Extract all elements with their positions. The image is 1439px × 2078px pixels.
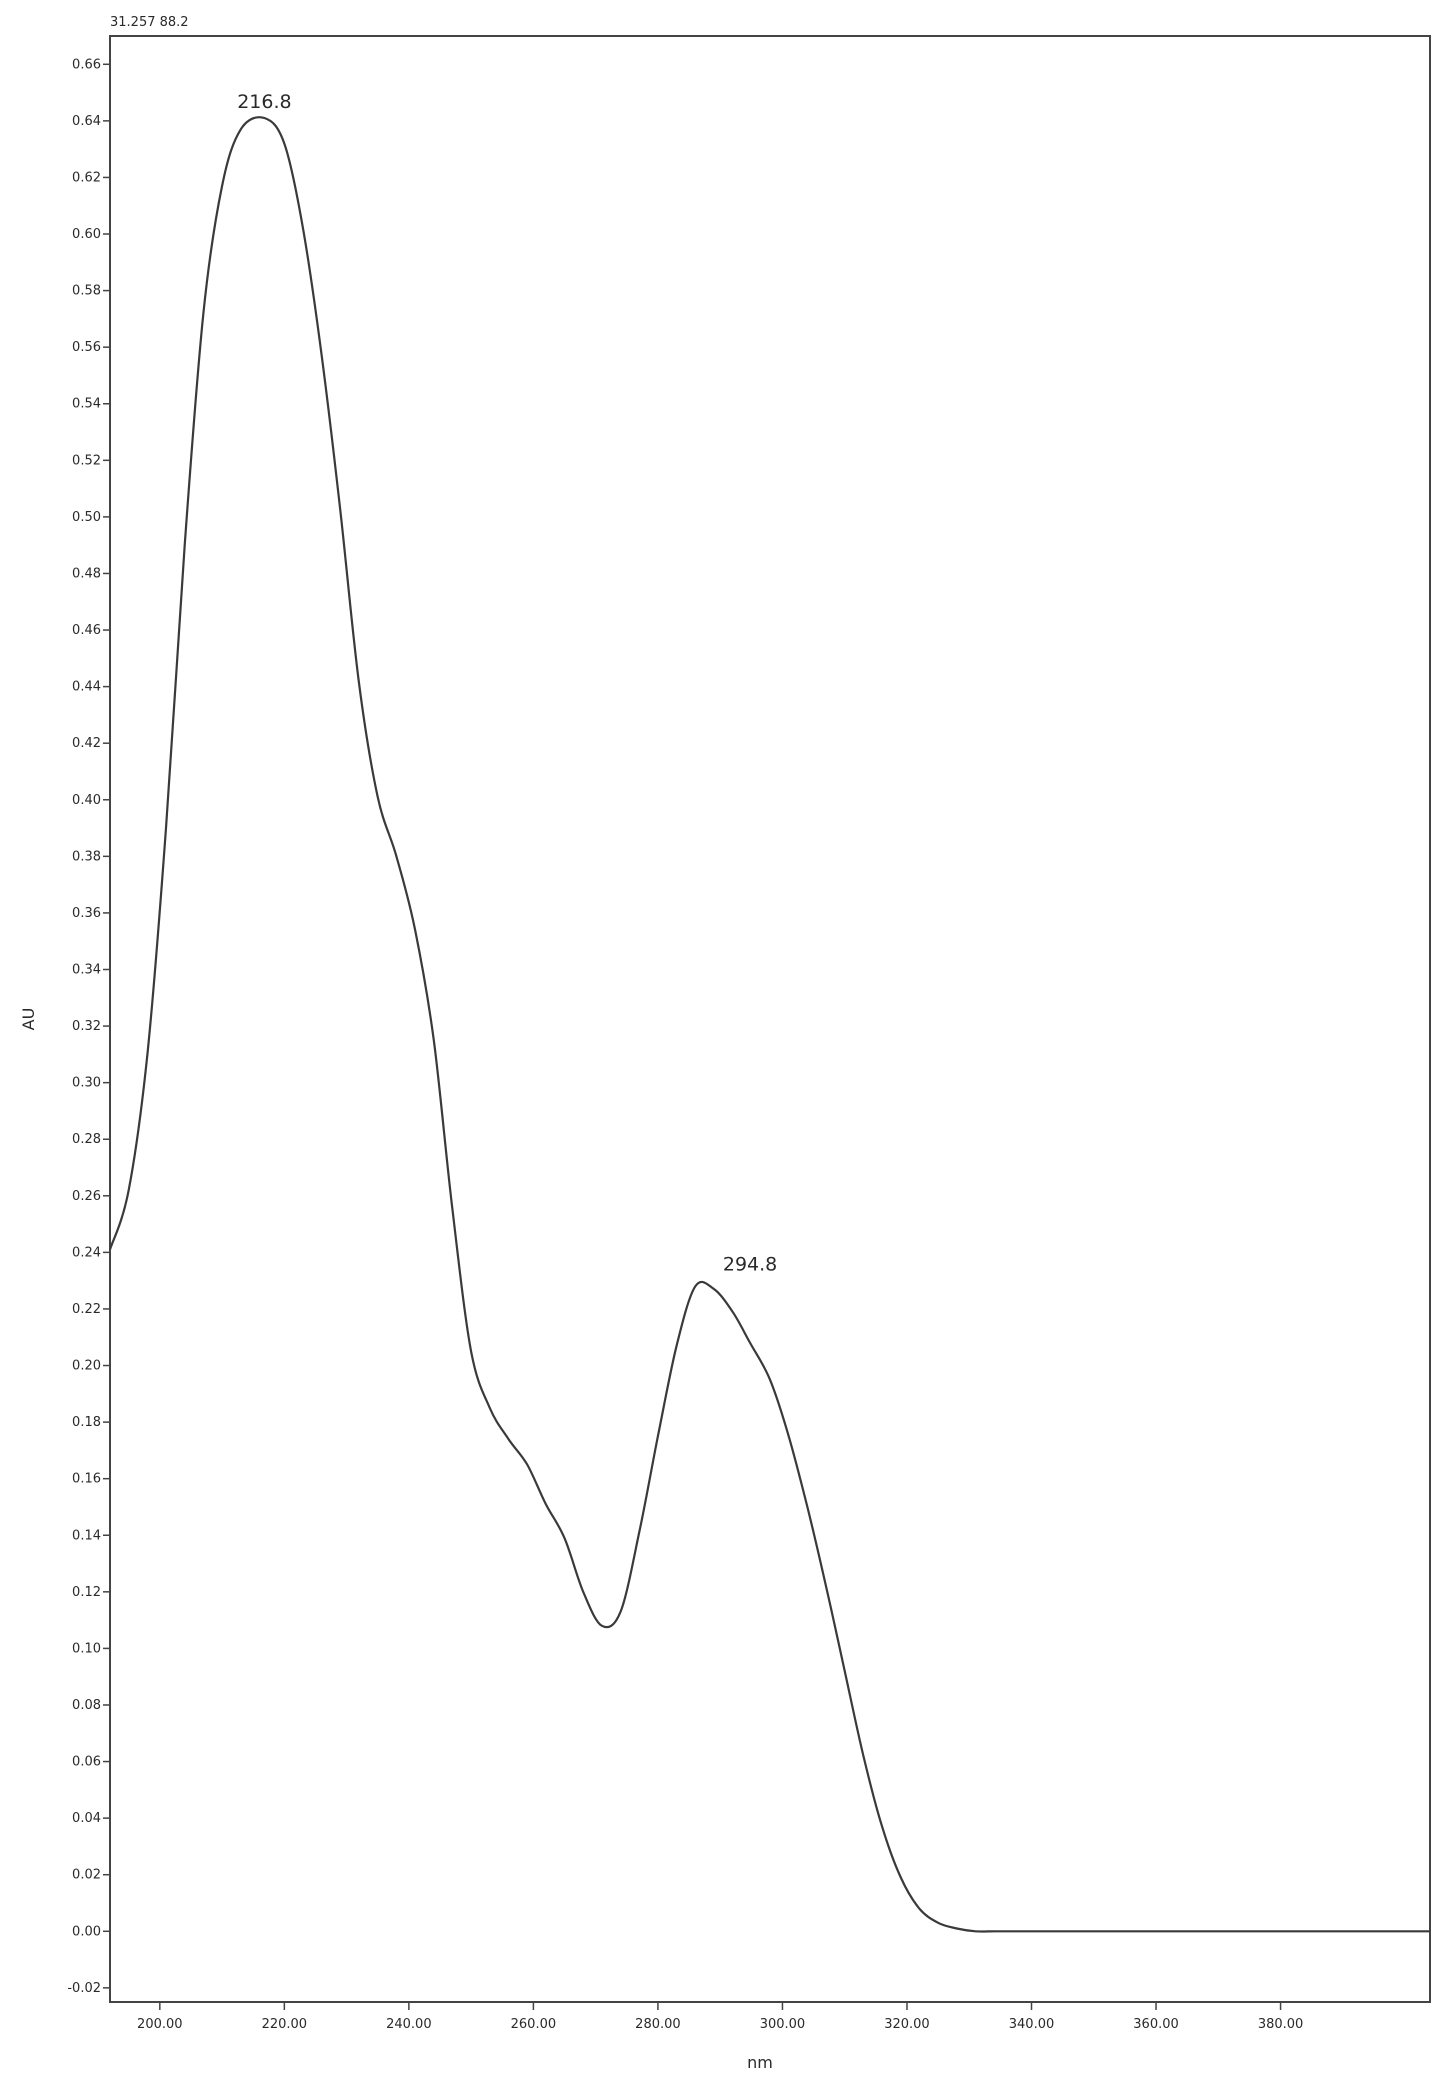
y-tick-label: 0.24 (72, 1245, 101, 1260)
absorbance-series-line (108, 116, 1430, 1933)
peak-label: 294.8 (723, 1254, 777, 1276)
y-tick-label: 0.50 (72, 510, 101, 525)
x-tick-label: 340.00 (1009, 2017, 1055, 2032)
y-tick-label: 0.36 (72, 906, 101, 921)
x-tick-label: 320.00 (884, 2017, 930, 2032)
y-tick-label: 0.22 (72, 1302, 101, 1317)
peak-label: 216.8 (237, 91, 291, 113)
y-tick-label: 0.58 (72, 284, 101, 299)
y-tick-label: 0.62 (72, 170, 101, 185)
y-tick-label: 0.64 (72, 114, 101, 129)
y-tick-label: 0.60 (72, 227, 101, 242)
y-tick-label: 0.54 (72, 397, 101, 412)
x-tick-label: 260.00 (511, 2017, 557, 2032)
x-tick-label: 280.00 (635, 2017, 681, 2032)
y-tick-label: 0.26 (72, 1189, 101, 1204)
x-tick-label: 380.00 (1258, 2017, 1304, 2032)
y-tick-label: 0.44 (72, 680, 101, 695)
y-tick-label: 0.02 (72, 1868, 101, 1883)
plot-frame (109, 35, 1431, 2003)
y-tick-label: 0.66 (72, 57, 101, 72)
x-tick-label: 300.00 (760, 2017, 806, 2032)
y-tick-label: 0.38 (72, 849, 101, 864)
chart-header-label: 31.257 88.2 (110, 15, 189, 30)
x-tick-label: 200.00 (137, 2017, 183, 2032)
y-tick-label: 0.06 (72, 1755, 101, 1770)
y-tick-label: 0.30 (72, 1076, 101, 1091)
x-axis: 200.00 220.00 240.00 260.00 280.00 300.00 320.… (137, 2002, 1303, 2032)
y-tick-label: 0.48 (72, 566, 101, 581)
y-tick-label: 0.20 (72, 1359, 101, 1374)
y-tick-label: 0.42 (72, 736, 101, 751)
y-axis-title: AU (19, 1008, 38, 1031)
y-tick-label: 0.32 (72, 1019, 101, 1034)
y-tick-label: 0.52 (72, 453, 101, 468)
y-tick-label: 0.12 (72, 1585, 101, 1600)
y-tick-label: 0.00 (72, 1924, 101, 1939)
y-tick-label: -0.02 (67, 1981, 101, 1996)
y-tick-label: 0.10 (72, 1641, 101, 1656)
y-tick-label: 0.14 (72, 1528, 101, 1543)
y-tick-label: 0.56 (72, 340, 101, 355)
y-axis: -0.02 0.00 0.02 0.04 0.06 0.08 0.10 0.12 0.14 0.1… (67, 57, 110, 1996)
y-tick-label: 0.46 (72, 623, 101, 638)
x-tick-label: 360.00 (1133, 2017, 1179, 2032)
x-axis-title: nm (747, 2053, 773, 2072)
x-tick-label: 240.00 (386, 2017, 432, 2032)
peak-annotations: 216.8 294.8 (237, 91, 777, 1276)
y-tick-label: 0.18 (72, 1415, 101, 1430)
x-tick-label: 220.00 (262, 2017, 308, 2032)
y-tick-label: 0.04 (72, 1811, 101, 1826)
y-tick-label: 0.40 (72, 793, 101, 808)
y-tick-label: 0.34 (72, 962, 101, 977)
y-tick-label: 0.08 (72, 1698, 101, 1713)
y-tick-label: 0.16 (72, 1472, 101, 1487)
y-tick-label: 0.28 (72, 1132, 101, 1147)
